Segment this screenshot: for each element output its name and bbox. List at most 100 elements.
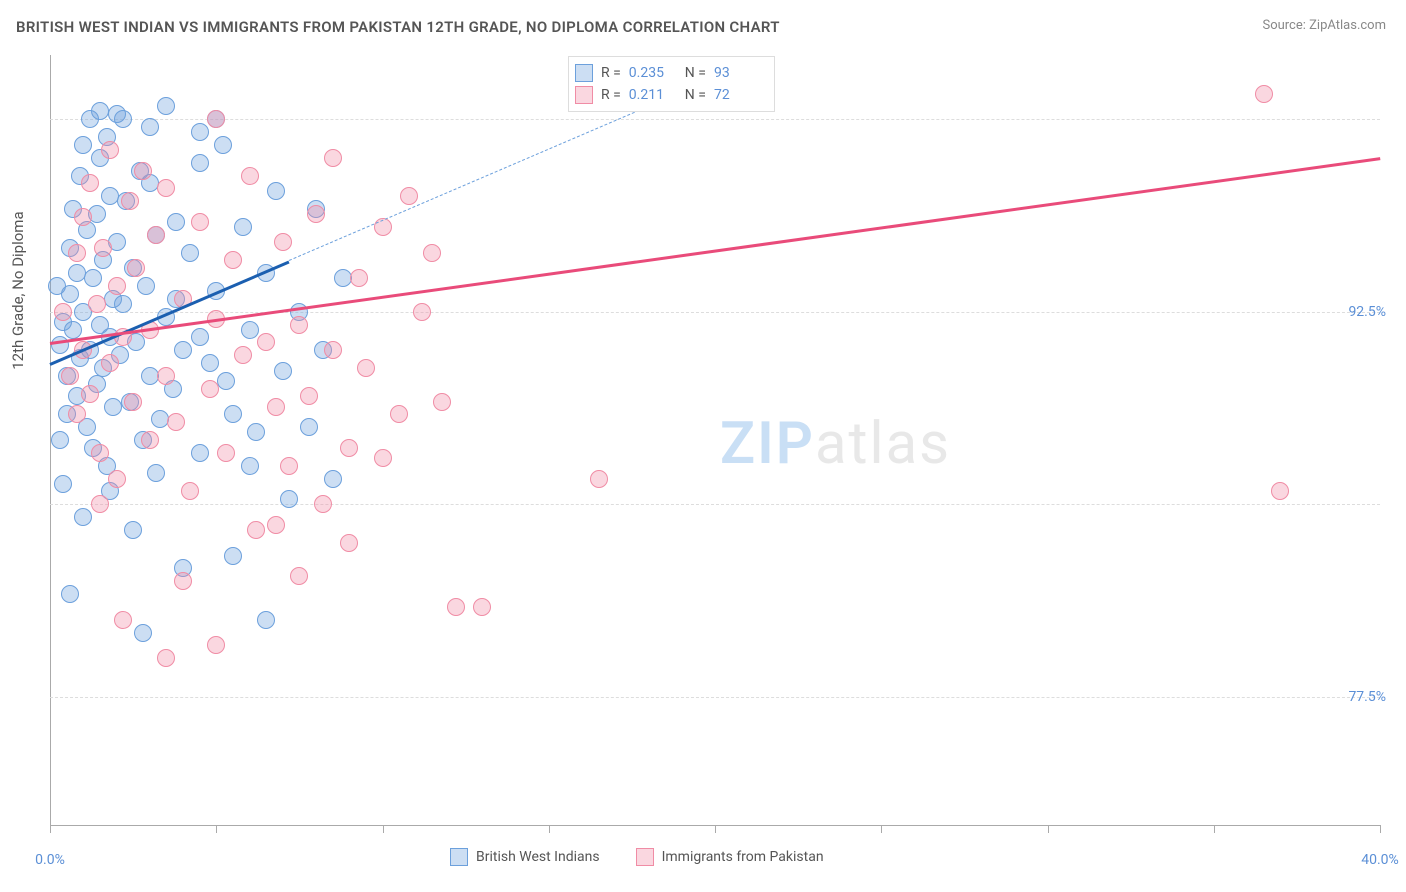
scatter-point [141, 367, 159, 385]
trend-line [289, 106, 648, 261]
x-tick [715, 825, 716, 833]
scatter-point [267, 516, 285, 534]
scatter-point [241, 321, 259, 339]
scatter-point [68, 244, 86, 262]
stats-row-1: R = 0.235 N = 93 [575, 62, 762, 84]
scatter-point [147, 464, 165, 482]
scatter-point [94, 239, 112, 257]
scatter-point [124, 393, 142, 411]
y-axis-label: 12th Grade, No Diploma [9, 211, 27, 369]
scatter-point [413, 303, 431, 321]
gridline [50, 312, 1380, 313]
legend: British West Indians Immigrants from Pak… [450, 848, 824, 866]
gridline [50, 119, 1380, 120]
scatter-point [151, 410, 169, 428]
scatter-point [91, 495, 109, 513]
scatter-point [234, 346, 252, 364]
scatter-point [201, 354, 219, 372]
scatter-point [267, 398, 285, 416]
scatter-point [241, 457, 259, 475]
scatter-point [54, 303, 72, 321]
scatter-point [114, 110, 132, 128]
scatter-point [350, 269, 368, 287]
scatter-point [167, 413, 185, 431]
scatter-point [400, 187, 418, 205]
stats-r-label: R = [601, 65, 621, 81]
scatter-point [280, 490, 298, 508]
scatter-point [390, 405, 408, 423]
scatter-point [423, 244, 441, 262]
scatter-point [207, 110, 225, 128]
scatter-point [274, 233, 292, 251]
scatter-point [191, 154, 209, 172]
scatter-point [84, 269, 102, 287]
scatter-point [191, 213, 209, 231]
x-tick-label: 40.0% [1361, 852, 1399, 868]
legend-swatch-2 [636, 848, 654, 866]
trend-line [50, 158, 1380, 346]
scatter-point [74, 508, 92, 526]
stats-swatch-1 [575, 64, 593, 82]
x-tick [1380, 825, 1381, 833]
scatter-point [68, 405, 86, 423]
scatter-point [104, 398, 122, 416]
scatter-point [141, 431, 159, 449]
scatter-point [280, 457, 298, 475]
x-tick [881, 825, 882, 833]
scatter-point [101, 354, 119, 372]
scatter-point [157, 179, 175, 197]
scatter-point [267, 182, 285, 200]
scatter-point [433, 393, 451, 411]
scatter-point [224, 405, 242, 423]
scatter-point [91, 444, 109, 462]
scatter-point [127, 259, 145, 277]
scatter-point [300, 418, 318, 436]
scatter-point [234, 218, 252, 236]
scatter-point [64, 321, 82, 339]
scatter-point [374, 449, 392, 467]
scatter-point [108, 470, 126, 488]
scatter-point [61, 585, 79, 603]
stats-n-label: N = [685, 87, 706, 103]
legend-item-1: British West Indians [450, 848, 600, 866]
scatter-point [1271, 482, 1289, 500]
source-label: Source: ZipAtlas.com [1262, 18, 1386, 33]
scatter-point [247, 521, 265, 539]
scatter-point [241, 167, 259, 185]
scatter-point [121, 192, 139, 210]
scatter-point [114, 611, 132, 629]
scatter-point [257, 333, 275, 351]
legend-label-2: Immigrants from Pakistan [662, 849, 824, 865]
scatter-point [217, 372, 235, 390]
scatter-point [274, 362, 292, 380]
x-tick [383, 825, 384, 833]
stats-swatch-2 [575, 86, 593, 104]
scatter-point [257, 611, 275, 629]
scatter-point [167, 213, 185, 231]
scatter-point [290, 567, 308, 585]
scatter-point [88, 295, 106, 313]
x-tick [1214, 825, 1215, 833]
watermark-atlas: atlas [815, 410, 951, 478]
scatter-point [290, 316, 308, 334]
x-tick [549, 825, 550, 833]
scatter-point [334, 269, 352, 287]
scatter-point [124, 521, 142, 539]
scatter-point [74, 208, 92, 226]
scatter-point [81, 385, 99, 403]
scatter-point [114, 295, 132, 313]
scatter-point [181, 244, 199, 262]
stats-n-value-1: 93 [714, 65, 762, 81]
scatter-point [48, 277, 66, 295]
x-tick [50, 825, 51, 833]
stats-box: R = 0.235 N = 93 R = 0.211 N = 72 [568, 56, 775, 112]
scatter-point [74, 136, 92, 154]
scatter-point [137, 277, 155, 295]
scatter-point [91, 102, 109, 120]
scatter-point [473, 598, 491, 616]
gridline [50, 504, 1380, 505]
scatter-point [1255, 85, 1273, 103]
scatter-point [157, 97, 175, 115]
scatter-point [147, 226, 165, 244]
scatter-point [590, 470, 608, 488]
